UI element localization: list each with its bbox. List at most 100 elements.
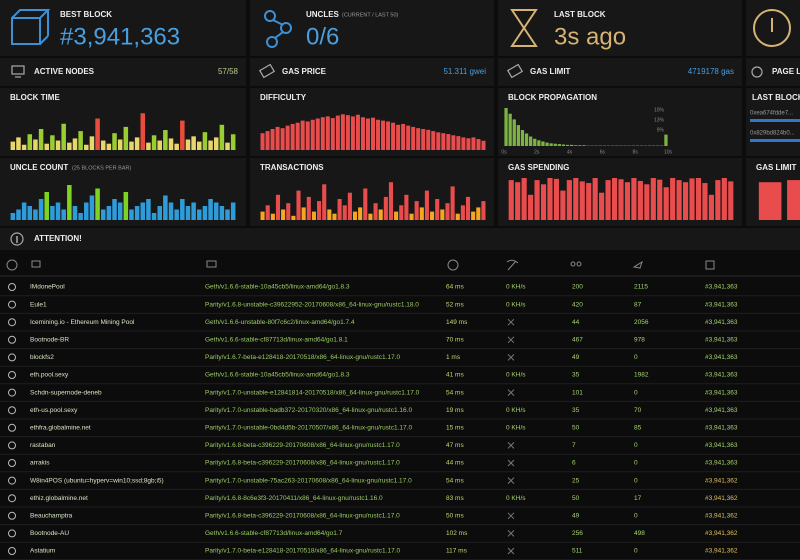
bar	[191, 202, 196, 220]
bar	[61, 123, 66, 150]
bar	[396, 124, 401, 150]
bar	[213, 202, 219, 220]
bar	[168, 138, 174, 150]
bar	[38, 199, 44, 220]
node-name: Bootnode-BR	[30, 337, 69, 344]
bar	[471, 211, 476, 220]
bar	[545, 142, 549, 146]
bar	[300, 120, 305, 150]
bar	[466, 138, 471, 150]
bar	[180, 199, 185, 220]
bar	[441, 133, 446, 150]
bar	[342, 205, 347, 220]
bar	[549, 143, 553, 146]
node-hashrate: 0 KH/s	[506, 301, 526, 308]
bar	[524, 133, 529, 146]
bar	[208, 199, 213, 220]
bar	[599, 192, 605, 220]
bar	[557, 144, 561, 146]
bar	[219, 206, 225, 220]
x-tick-label: 4s	[567, 149, 573, 155]
node-name: Icemining.io - Ethereum Mining Pool	[30, 319, 135, 326]
status-dot	[8, 318, 16, 327]
node-hashrate: 0 KH/s	[506, 495, 526, 502]
bar	[370, 117, 376, 150]
info-value: 51.311 gwei	[443, 67, 486, 76]
bar	[27, 206, 33, 220]
bar	[404, 194, 409, 220]
bar	[534, 180, 540, 220]
bar	[582, 145, 586, 146]
node-peers: 50	[572, 425, 580, 432]
bar	[399, 205, 404, 220]
status-dot	[8, 441, 16, 450]
bar	[140, 113, 146, 150]
node-latency: 117 ms	[446, 548, 468, 555]
bar	[197, 141, 202, 150]
node-client: Geth/v1.6.6-stable-cf87713d/linux-amd64/…	[205, 337, 348, 344]
bar	[123, 126, 129, 150]
bar	[180, 120, 185, 150]
bar	[134, 137, 140, 150]
bar	[391, 122, 396, 150]
info-icons	[11, 63, 763, 79]
bar	[455, 213, 460, 220]
node-name: Beauchamptra	[30, 513, 73, 520]
node-block: #3,941,363	[705, 389, 738, 396]
bar	[436, 132, 441, 150]
bar	[347, 192, 352, 220]
node-pending: 978	[634, 337, 645, 344]
bar	[21, 202, 27, 220]
bar	[213, 137, 219, 150]
bar	[350, 116, 355, 150]
bar	[185, 139, 191, 150]
bar	[151, 135, 157, 150]
bar	[95, 118, 100, 150]
bar	[280, 128, 285, 150]
status-dot	[8, 459, 16, 467]
bar	[682, 182, 689, 220]
node-name: eth.pool.sexy	[30, 372, 69, 379]
bar	[27, 134, 33, 150]
bar	[72, 206, 78, 220]
bar	[163, 195, 168, 220]
node-pending: 85	[634, 425, 642, 432]
bar	[512, 119, 516, 146]
cube-icon	[11, 9, 51, 45]
bar	[78, 131, 83, 150]
bar	[461, 137, 466, 150]
bar	[553, 143, 557, 146]
no-miner-icon	[507, 336, 515, 344]
bar	[758, 182, 782, 220]
bar	[533, 138, 537, 146]
bar	[10, 141, 16, 150]
node-pending: 0	[634, 548, 638, 555]
bar	[317, 201, 322, 220]
bar	[378, 209, 383, 220]
status-dot	[8, 283, 16, 291]
node-peers: 6	[572, 460, 576, 467]
bar	[50, 206, 55, 220]
bar	[521, 178, 527, 220]
bar	[55, 140, 61, 150]
bar	[424, 190, 429, 220]
node-peers: 101	[572, 389, 583, 396]
bar	[365, 118, 370, 150]
node-peers: 50	[572, 495, 580, 502]
node-pending: 0	[634, 442, 638, 449]
clock-icon	[753, 9, 791, 47]
bar	[50, 135, 55, 150]
bar	[421, 129, 426, 150]
node-latency: 54 ms	[446, 389, 464, 396]
bar	[631, 178, 637, 220]
bar	[295, 122, 300, 150]
bar	[332, 213, 337, 220]
bar	[296, 190, 301, 220]
node-peers: 420	[572, 301, 583, 308]
info-label: ACTIVE NODES	[34, 67, 95, 76]
node-latency: 54 ms	[446, 477, 464, 484]
attention-icon	[10, 232, 24, 246]
bar	[689, 178, 695, 220]
bar	[345, 115, 350, 150]
bar	[440, 209, 445, 220]
